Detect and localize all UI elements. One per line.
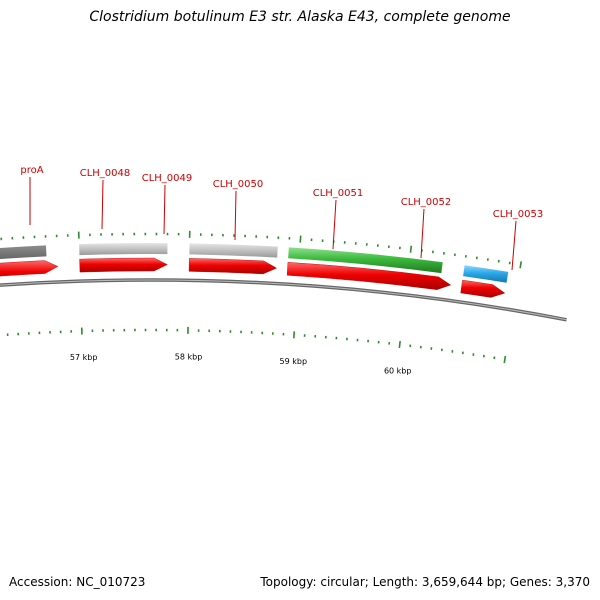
gene-bar — [288, 247, 443, 274]
gene-label: CLH_0048 — [80, 168, 131, 179]
gene-leader-line — [511, 220, 517, 271]
gene-leader-line — [234, 190, 237, 241]
major-tick — [519, 261, 523, 269]
edge-feature-bar — [463, 265, 509, 283]
gene-label: CLH_0052 — [401, 197, 452, 208]
gene-track — [0, 243, 509, 283]
accession-text: Accession: NC_010723 — [9, 575, 146, 589]
kbp-label: 58 kbp — [175, 352, 203, 361]
genome-stats-text: Topology: circular; Length: 3,659,644 bp… — [260, 575, 590, 589]
page-title: Clostridium botulinum E3 str. Alaska E43… — [89, 9, 511, 25]
cds-arrow — [188, 258, 278, 275]
gene-label: CLH_0049 — [142, 173, 193, 184]
genome-backbone — [0, 278, 567, 322]
major-tick — [409, 245, 413, 253]
kbp-label: 57 kbp — [70, 353, 98, 362]
gene-label: CLH_0051 — [313, 188, 364, 199]
cds-arrow — [460, 279, 506, 298]
gene-leader-line — [101, 179, 104, 230]
gene-labels: proA CLH_0048 CLH_0049 CLH_0050 CLH_0051 CLH_… — [20, 165, 544, 271]
gene-bar — [0, 245, 47, 260]
major-tick — [398, 340, 401, 349]
cds-arrow — [0, 260, 59, 277]
cds-track — [0, 257, 506, 298]
kbp-label: 59 kbp — [280, 357, 308, 366]
inner-tick-ring — [6, 326, 507, 364]
outer-tick-ring — [0, 230, 523, 269]
major-tick — [503, 355, 507, 364]
kbp-label: 60 kbp — [384, 366, 412, 375]
gene-leader-line — [420, 208, 425, 259]
cds-arrow — [286, 262, 452, 290]
backbone-highlight — [0, 279, 567, 321]
gene-label: CLH_0050 — [213, 179, 264, 190]
gene-label: proA — [20, 165, 43, 176]
gene-leader-line — [163, 184, 166, 235]
gene-label: CLH_0053 — [493, 209, 544, 220]
gene-bar — [189, 243, 278, 258]
gene-bar — [79, 243, 168, 256]
gene-leader-line — [332, 199, 337, 250]
cds-arrow — [79, 257, 168, 273]
